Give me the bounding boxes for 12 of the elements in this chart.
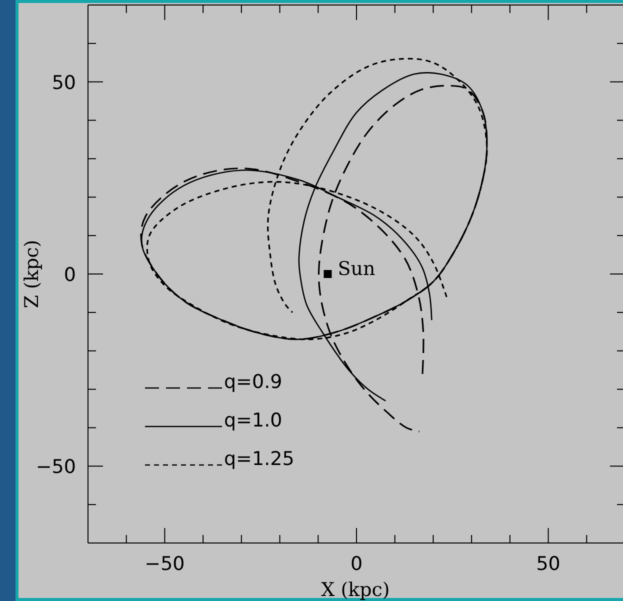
x-axis-title: X (kpc) (321, 579, 390, 601)
x-tick-label: 50 (536, 553, 560, 575)
series-label: Sun (338, 258, 376, 280)
y-tick-label: −50 (36, 456, 76, 478)
x-tick-label: −50 (144, 553, 185, 575)
legend-label: q=1.0 (224, 410, 282, 432)
x-tick-label: 0 (350, 553, 363, 575)
y-tick-label: 0 (64, 264, 76, 286)
legend-label: q=0.9 (224, 371, 282, 393)
y-axis-title: Z (kpc) (21, 240, 43, 308)
legend-label: q=1.25 (224, 448, 294, 470)
y-tick-label: 50 (52, 72, 76, 94)
